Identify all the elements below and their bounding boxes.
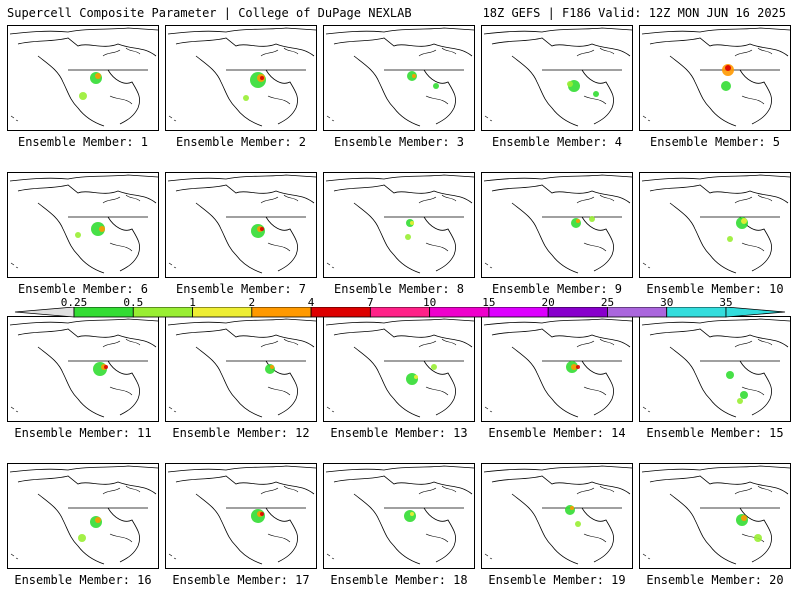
ensemble-member-label: Ensemble Member: 5 (649, 135, 781, 149)
map-outline (167, 174, 316, 274)
ensemble-member-map (639, 25, 791, 131)
ensemble-member-label: Ensemble Member: 10 (646, 282, 784, 296)
map-outline (325, 318, 474, 418)
colorbar-ramp (14, 307, 786, 318)
ensemble-member-label: Ensemble Member: 8 (333, 282, 465, 296)
colorbar-tick-label: 25 (600, 296, 615, 309)
map-outline (9, 27, 158, 127)
colorbar-segment (725, 307, 786, 318)
map-outline (325, 27, 474, 127)
map-outline (325, 174, 474, 274)
colorbar-segment (251, 307, 312, 318)
map-outline (483, 27, 632, 127)
map-outline (641, 174, 790, 274)
ensemble-member-label: Ensemble Member: 6 (17, 282, 149, 296)
ensemble-member-map (7, 25, 159, 131)
ensemble-member-label: Ensemble Member: 4 (491, 135, 623, 149)
ensemble-member-map (323, 316, 475, 422)
colorbar-tick-label: 35 (719, 296, 733, 309)
ensemble-member-map (165, 316, 317, 422)
colorbar-tick-label: 7 (367, 296, 374, 309)
ensemble-member-map (481, 172, 633, 278)
ensemble-member-map (323, 172, 475, 278)
colorbar-tick-label: 20 (541, 296, 555, 309)
ensemble-member-map (481, 25, 633, 131)
colorbar-segment (14, 307, 75, 318)
colorbar-segment (369, 307, 431, 318)
ensemble-member-label: Ensemble Member: 19 (488, 573, 626, 587)
colorbar-tick-label: 0.25 (60, 296, 88, 309)
ensemble-member-label: Ensemble Member: 11 (14, 426, 152, 440)
ensemble-member-label: Ensemble Member: 20 (646, 573, 784, 587)
colorbar-tick-label: 1 (189, 296, 196, 309)
ensemble-member-label: Ensemble Member: 3 (333, 135, 465, 149)
colorbar-segment (310, 307, 371, 318)
map-outline (483, 318, 632, 418)
map-outline (641, 465, 790, 565)
colorbar-segment (192, 307, 253, 318)
colorbar-segment (547, 307, 608, 318)
ensemble-member-label: Ensemble Member: 18 (330, 573, 468, 587)
ensemble-member-map (639, 463, 791, 569)
ensemble-member-label: Ensemble Member: 12 (172, 426, 310, 440)
colorbar-segment (488, 307, 549, 318)
ensemble-member-label: Ensemble Member: 7 (175, 282, 307, 296)
colorbar-tick-label: 2 (248, 296, 256, 309)
colorbar-tick-label: 0.5 (123, 296, 144, 309)
ensemble-member-label: Ensemble Member: 17 (172, 573, 310, 587)
ensemble-member-map (639, 316, 791, 422)
map-outline (9, 465, 158, 565)
map-outline (167, 27, 316, 127)
ensemble-member-map (165, 172, 317, 278)
colorbar-tick-label: 4 (307, 296, 315, 309)
map-outline (167, 465, 316, 565)
colorbar-tick-label: 10 (423, 296, 437, 309)
ensemble-member-map (165, 25, 317, 131)
colorbar-segment (429, 307, 490, 318)
map-outline (641, 27, 790, 127)
model-valid-time: 18Z GEFS | F186 Valid: 12Z MON JUN 16 20… (482, 6, 786, 20)
ensemble-member-map (481, 463, 633, 569)
map-outline (641, 318, 790, 418)
ensemble-member-map (481, 316, 633, 422)
map-outline (483, 465, 632, 565)
ensemble-member-label: Ensemble Member: 14 (488, 426, 626, 440)
colorbar-tick-label: 30 (660, 296, 674, 309)
ensemble-member-map (639, 172, 791, 278)
ensemble-member-map (323, 25, 475, 131)
ensemble-member-map (323, 463, 475, 569)
colorbar-segment (666, 307, 727, 318)
ensemble-member-label: Ensemble Member: 9 (491, 282, 623, 296)
ensemble-member-label: Ensemble Member: 15 (646, 426, 784, 440)
ensemble-member-map (7, 172, 159, 278)
map-outline (9, 174, 158, 274)
ensemble-member-label: Ensemble Member: 16 (14, 573, 152, 587)
ensemble-member-label: Ensemble Member: 2 (175, 135, 307, 149)
ensemble-member-label: Ensemble Member: 1 (17, 135, 149, 149)
colorbar-segment (73, 307, 134, 318)
ensemble-member-map (7, 463, 159, 569)
ensemble-member-map (165, 463, 317, 569)
ensemble-member-map (7, 316, 159, 422)
colorbar-segment (607, 307, 668, 318)
map-outline (483, 174, 632, 274)
colorbar-tick-label: 15 (482, 296, 496, 309)
colorbar-segment (132, 307, 193, 318)
ensemble-member-label: Ensemble Member: 13 (330, 426, 468, 440)
map-title: Supercell Composite Parameter | College … (7, 6, 412, 20)
color-scale-legend: 0.25 0.5 1 2 4 7 10 15 20 25 30 35 (0, 296, 800, 324)
map-outline (167, 318, 316, 418)
map-outline (325, 465, 474, 565)
map-outline (9, 318, 158, 418)
